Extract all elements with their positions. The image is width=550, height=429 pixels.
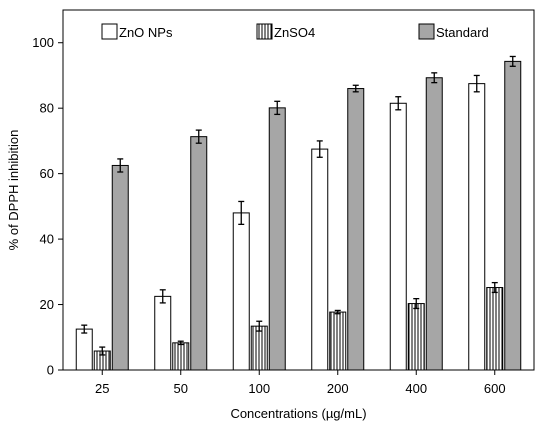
- bar: [486, 287, 504, 371]
- bar: [190, 136, 208, 371]
- x-axis-label: Concentrations (µg/mL): [230, 406, 366, 421]
- bar: [172, 342, 190, 371]
- bar: [468, 83, 486, 371]
- legend-label: ZnSO4: [274, 25, 315, 40]
- legend-swatch: [101, 23, 118, 40]
- legend-label: Standard: [436, 25, 489, 40]
- bar: [268, 107, 286, 371]
- plot-area: 0 20 40 60 80 100 25 50 100 200 400 600: [32, 9, 535, 396]
- legend: ZnO NPs ZnSO4 Standard: [101, 23, 489, 40]
- bar: [154, 295, 172, 371]
- y-tick-label: 60: [40, 166, 54, 181]
- bar: [407, 303, 425, 371]
- bar: [389, 102, 407, 371]
- y-tick-label: 20: [40, 297, 54, 312]
- bar: [232, 212, 250, 371]
- x-tick-label: 400: [405, 381, 427, 396]
- bar: [111, 164, 129, 371]
- y-axis-label: % of DPPH inhibition: [6, 130, 21, 251]
- x-tick-label: 200: [327, 381, 349, 396]
- x-tick-label: 100: [248, 381, 270, 396]
- bar: [425, 77, 443, 371]
- y-tick-label: 80: [40, 101, 54, 116]
- bar: [250, 325, 268, 371]
- bar: [504, 60, 522, 371]
- legend-label: ZnO NPs: [119, 25, 173, 40]
- bar: [311, 148, 329, 371]
- y-tick-label: 0: [47, 363, 54, 378]
- bar: [329, 311, 347, 371]
- legend-swatch: [256, 23, 273, 40]
- plot-frame: [62, 9, 535, 371]
- bar: [75, 328, 93, 371]
- x-tick-label: 25: [95, 381, 109, 396]
- legend-swatch: [418, 23, 435, 40]
- x-tick-label: 50: [174, 381, 188, 396]
- y-tick-label: 40: [40, 232, 54, 247]
- y-tick-label: 100: [32, 35, 54, 50]
- bar: [347, 88, 365, 371]
- x-tick-label: 600: [484, 381, 506, 396]
